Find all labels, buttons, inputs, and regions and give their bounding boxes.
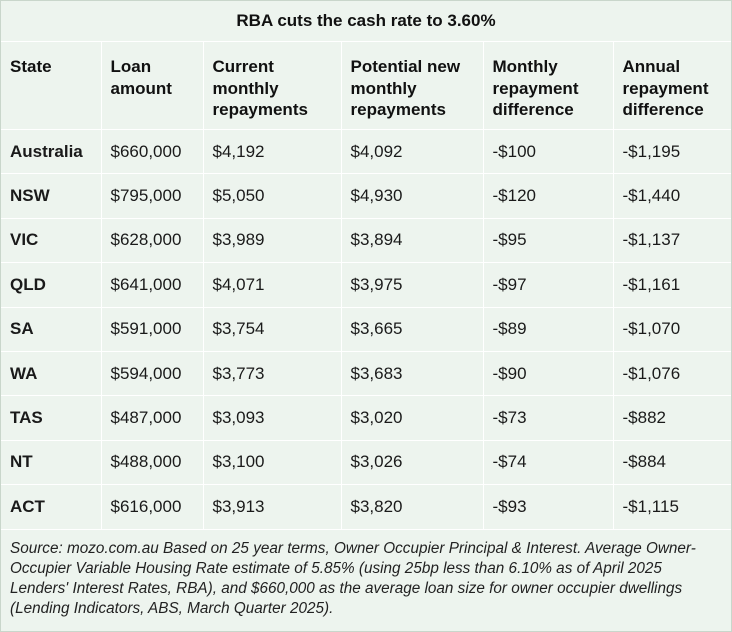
cell-state: Australia [1,128,101,174]
cell-loan-amount: $488,000 [100,439,203,485]
cell-annual-difference: -$1,076 [612,350,731,396]
cell-loan-amount: $628,000 [100,217,203,263]
cell-state: NSW [1,173,101,219]
header-monthly-difference: Monthly repayment difference [482,41,613,130]
cell-loan-amount: $594,000 [100,350,203,396]
cell-new-monthly: $3,975 [340,262,483,308]
cell-monthly-difference: -$73 [482,395,613,441]
cell-loan-amount: $487,000 [100,395,203,441]
cell-current-monthly: $4,192 [202,128,341,174]
cell-loan-amount: $641,000 [100,262,203,308]
cell-annual-difference: -$882 [612,395,731,441]
cell-state: ACT [1,484,101,530]
cell-current-monthly: $3,754 [202,306,341,352]
cell-monthly-difference: -$89 [482,306,613,352]
table-row: Australia $660,000 $4,192 $4,092 -$100 -$1,19… [1,128,731,174]
cell-monthly-difference: -$74 [482,439,613,485]
cell-state: QLD [1,262,101,308]
table-row: QLD $641,000 $4,071 $3,975 -$97 -$1,161 [1,262,731,308]
header-state: State [1,41,101,130]
cell-new-monthly: $4,930 [340,173,483,219]
header-new-monthly: Potential new monthly repayments [340,41,483,130]
table-title: RBA cuts the cash rate to 3.60% [236,11,496,30]
cell-current-monthly: $3,773 [202,350,341,396]
table-row: NSW $795,000 $5,050 $4,930 -$120 -$1,440 [1,173,731,219]
table-row: SA $591,000 $3,754 $3,665 -$89 -$1,070 [1,306,731,352]
cell-current-monthly: $3,913 [202,484,341,530]
repayment-table: State Loan amount Current monthly repaym… [1,41,731,530]
cell-new-monthly: $3,683 [340,350,483,396]
cell-loan-amount: $591,000 [100,306,203,352]
cell-state: TAS [1,395,101,441]
cell-state: WA [1,350,101,396]
cell-annual-difference: -$1,070 [612,306,731,352]
cell-current-monthly: $3,093 [202,395,341,441]
header-row: State Loan amount Current monthly repaym… [1,41,731,130]
cell-loan-amount: $660,000 [100,128,203,174]
cell-new-monthly: $4,092 [340,128,483,174]
table-row: WA $594,000 $3,773 $3,683 -$90 -$1,076 [1,350,731,396]
cell-state: SA [1,306,101,352]
cell-monthly-difference: -$93 [482,484,613,530]
cell-monthly-difference: -$97 [482,262,613,308]
cell-new-monthly: $3,665 [340,306,483,352]
header-current-monthly: Current monthly repayments [202,41,341,130]
header-loan-amount: Loan amount [100,41,203,130]
cell-annual-difference: -$1,137 [612,217,731,263]
cell-current-monthly: $3,989 [202,217,341,263]
header-annual-difference: Annual repayment difference [612,41,731,130]
cell-current-monthly: $3,100 [202,439,341,485]
cell-annual-difference: -$1,161 [612,262,731,308]
table-row: VIC $628,000 $3,989 $3,894 -$95 -$1,137 [1,217,731,263]
table-row: TAS $487,000 $3,093 $3,020 -$73 -$882 [1,395,731,441]
cell-annual-difference: -$1,440 [612,173,731,219]
cell-monthly-difference: -$120 [482,173,613,219]
table-row: NT $488,000 $3,100 $3,026 -$74 -$884 [1,439,731,485]
table-body: Australia $660,000 $4,192 $4,092 -$100 -$1,19… [1,128,731,530]
source-note: Source: mozo.com.au Based on 25 year ter… [1,529,731,619]
cell-annual-difference: -$1,115 [612,484,731,530]
table-row: ACT $616,000 $3,913 $3,820 -$93 -$1,115 [1,484,731,530]
cell-state: NT [1,439,101,485]
cell-monthly-difference: -$90 [482,350,613,396]
cell-monthly-difference: -$100 [482,128,613,174]
cell-annual-difference: -$884 [612,439,731,485]
cell-loan-amount: $795,000 [100,173,203,219]
cell-current-monthly: $4,071 [202,262,341,308]
cell-new-monthly: $3,026 [340,439,483,485]
cell-monthly-difference: -$95 [482,217,613,263]
cell-new-monthly: $3,020 [340,395,483,441]
cell-state: VIC [1,217,101,263]
cell-annual-difference: -$1,195 [612,128,731,174]
cell-new-monthly: $3,894 [340,217,483,263]
cell-new-monthly: $3,820 [340,484,483,530]
cell-loan-amount: $616,000 [100,484,203,530]
cell-current-monthly: $5,050 [202,173,341,219]
